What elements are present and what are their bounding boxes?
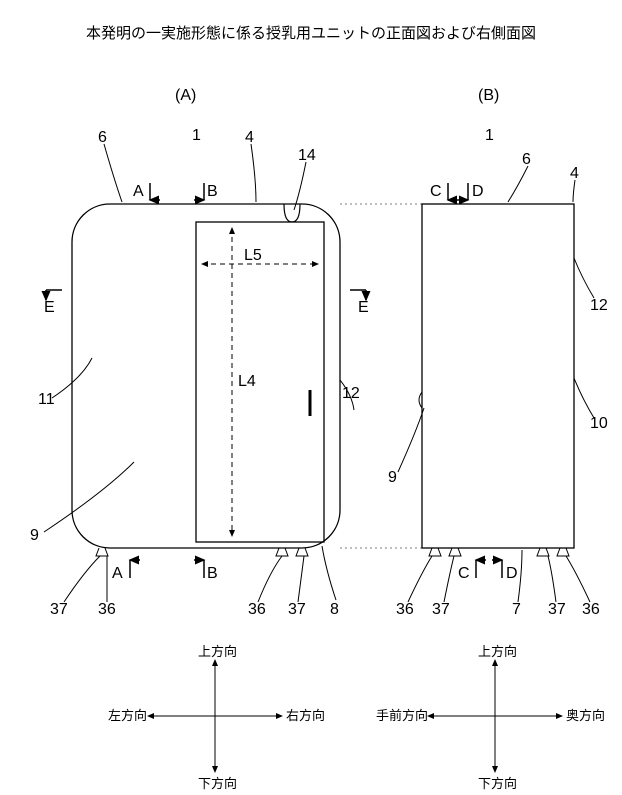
feet-B [429,548,569,556]
svg-text:右方向: 右方向 [286,708,325,723]
leader-6a [104,144,122,202]
door-front [196,222,324,542]
svg-text:B: B [207,183,218,200]
svg-text:7: 7 [512,601,521,618]
svg-text:8: 8 [330,601,339,618]
figB-label: (B) [478,87,499,104]
svg-text:12: 12 [590,297,608,314]
svg-text:4: 4 [245,129,254,146]
svg-text:37: 37 [432,601,450,618]
svg-text:6: 6 [98,129,107,146]
svg-text:36: 36 [396,601,414,618]
leader-12b [574,258,594,298]
svg-text:9: 9 [30,527,39,544]
section-C-bottom: C [458,560,486,582]
svg-text:D: D [472,183,484,200]
leader-36b [258,556,282,602]
svg-text:14: 14 [298,147,316,164]
svg-text:36: 36 [98,601,116,618]
svg-text:E: E [358,299,369,316]
svg-text:6: 6 [522,151,531,168]
section-B-top: B [194,183,218,200]
leader-4b [573,180,575,202]
axes-B: 上方向 下方向 手前方向 奥方向 [376,644,605,791]
svg-text:左方向: 左方向 [108,708,147,723]
unit-body-front [72,204,340,548]
leader-37a [64,556,100,602]
svg-text:C: C [430,183,442,200]
svg-text:上方向: 上方向 [478,644,517,659]
figB-ref: 1 [485,127,494,144]
svg-text:36: 36 [248,601,266,618]
leader-14 [294,162,306,210]
axes-A: 上方向 下方向 左方向 右方向 [108,644,325,791]
svg-text:下方向: 下方向 [198,776,237,791]
svg-text:9: 9 [388,469,397,486]
section-C-top: C [430,183,458,200]
svg-text:C: C [458,565,470,582]
svg-text:37: 37 [548,601,566,618]
section-A-top: A [133,183,160,200]
svg-text:A: A [133,183,144,200]
leader-8 [322,546,336,600]
svg-text:下方向: 下方向 [478,776,517,791]
svg-text:B: B [207,565,218,582]
svg-text:4: 4 [570,165,579,182]
section-E-right: E [350,290,369,316]
svg-text:12: 12 [342,385,360,402]
section-D-bottom: D [492,560,518,582]
leader-9a [44,462,134,532]
svg-text:10: 10 [590,415,608,432]
svg-text:37: 37 [288,601,306,618]
svg-text:11: 11 [38,391,55,408]
unit-body-side [422,204,574,548]
feet-A [96,548,308,556]
patent-drawing: (A) 1 (B) 1 L5 L4 A B A B [0,0,622,795]
svg-text:E: E [44,299,55,316]
figA-ref: 1 [192,127,201,144]
svg-text:奥方向: 奥方向 [566,708,605,723]
svg-text:37: 37 [50,601,68,618]
svg-text:L4: L4 [238,373,256,390]
svg-text:36: 36 [582,601,600,618]
leader-10 [574,378,594,418]
knob-14 [284,204,300,222]
figA-label: (A) [175,87,196,104]
section-D-top: D [458,183,484,200]
leader-9b [398,408,424,472]
section-A-bottom: A [112,560,140,582]
section-E-left: E [44,290,62,316]
svg-text:A: A [112,565,123,582]
leader-6b [508,166,528,202]
section-B-bottom: B [194,560,218,582]
svg-text:L5: L5 [244,247,262,264]
svg-text:上方向: 上方向 [198,644,237,659]
svg-text:D: D [506,565,518,582]
leader-4a [251,144,256,202]
svg-text:手前方向: 手前方向 [376,708,428,723]
leader-37b [298,556,304,602]
